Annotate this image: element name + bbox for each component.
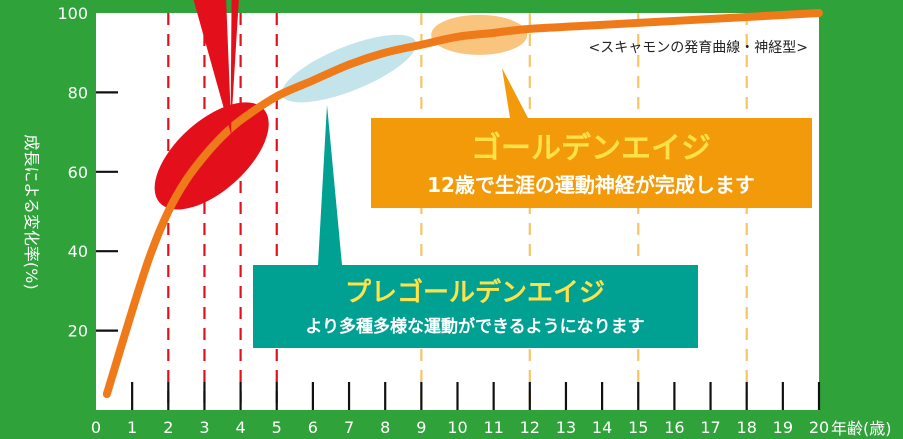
y-tick-label: 100 xyxy=(57,4,88,23)
x-tick-label: 13 xyxy=(556,418,576,437)
pre-golden-age-subtitle: より多種多様な運動ができるようになります xyxy=(305,316,644,337)
x-tick-label: 14 xyxy=(592,418,612,437)
x-tick-label: 10 xyxy=(447,418,467,437)
golden-age-subtitle: 12歳で生涯の運動神経が完成します xyxy=(427,173,755,197)
red-pointer-tail xyxy=(230,0,239,137)
pre-golden-age-box xyxy=(253,265,698,348)
golden-age-pointer xyxy=(502,68,528,118)
x-tick-label: 5 xyxy=(272,418,282,437)
x-tick-label: 18 xyxy=(737,418,757,437)
x-tick-label: 7 xyxy=(344,418,354,437)
pre-golden-age-callout: プレゴールデンエイジ より多種多様な運動ができるようになります xyxy=(253,105,698,348)
y-tick-label: 60 xyxy=(68,163,88,182)
grid-lines xyxy=(167,13,748,410)
x-tick-label: 15 xyxy=(628,418,648,437)
pre-golden-age-title: プレゴールデンエイジ xyxy=(345,277,605,308)
x-tick-label: 19 xyxy=(773,418,793,437)
x-tick-label: 8 xyxy=(380,418,390,437)
x-tick-label: 9 xyxy=(416,418,426,437)
x-axis-unit: 年齢(歳) xyxy=(831,419,892,438)
x-tick-label: 4 xyxy=(236,418,246,437)
y-tick-labels: 20 40 60 80 100 xyxy=(57,4,88,341)
axis-ticks xyxy=(96,91,821,410)
chart-subtitle: <スキャモンの発育曲線・神経型> xyxy=(589,40,808,56)
x-tick-labels: 0 1 2 3 4 5 6 7 8 9 10 11 12 13 14 15 16 17 18 19 20 xyxy=(91,418,829,437)
curve-layer xyxy=(102,0,823,399)
y-tick-label: 80 xyxy=(68,83,88,102)
x-tick-label: 6 xyxy=(308,418,318,437)
y-tick-label: 40 xyxy=(68,242,88,261)
pre-golden-age-pointer xyxy=(318,105,342,265)
growth-curve-line xyxy=(102,9,823,399)
golden-age-box xyxy=(371,118,812,208)
x-tick-label: 12 xyxy=(520,418,540,437)
x-tick-label: 20 xyxy=(809,418,829,437)
red-pointer xyxy=(193,0,232,137)
x-tick-label: 3 xyxy=(199,418,209,437)
x-tick-label: 1 xyxy=(127,418,137,437)
x-tick-label: 0 xyxy=(91,418,101,437)
x-tick-label: 17 xyxy=(700,418,720,437)
y-axis-label: 成長による変化率(%) xyxy=(22,134,41,289)
x-tick-label: 2 xyxy=(163,418,173,437)
x-tick-label: 11 xyxy=(483,418,503,437)
y-tick-label: 20 xyxy=(68,322,88,341)
golden-age-title: ゴールデンエイジ xyxy=(471,131,711,166)
golden-age-callout: ゴールデンエイジ 12歳で生涯の運動神経が完成します xyxy=(371,68,812,208)
x-tick-label: 16 xyxy=(664,418,684,437)
